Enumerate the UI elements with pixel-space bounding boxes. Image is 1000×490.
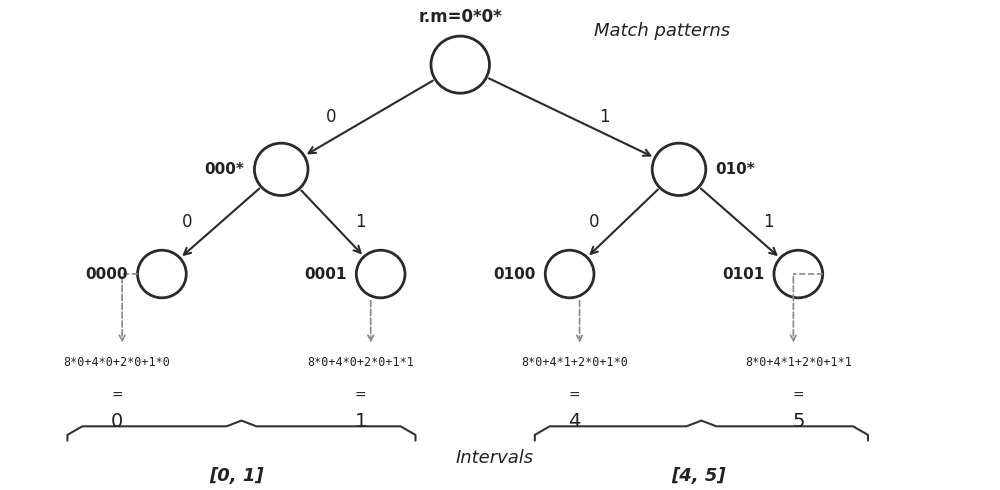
Text: 8*0+4*0+2*0+1*1: 8*0+4*0+2*0+1*1 <box>307 356 414 368</box>
Text: [4, 5]: [4, 5] <box>672 467 726 485</box>
Text: 0: 0 <box>182 213 192 231</box>
Text: 5: 5 <box>792 412 805 431</box>
Text: r.m=0*0*: r.m=0*0* <box>418 8 502 25</box>
Ellipse shape <box>138 250 186 298</box>
Text: 000*: 000* <box>205 162 244 177</box>
Text: 1: 1 <box>355 412 367 431</box>
Text: 1: 1 <box>599 108 610 126</box>
Text: =: = <box>793 389 804 402</box>
Text: 0101: 0101 <box>722 267 764 282</box>
Text: 0: 0 <box>326 108 336 126</box>
Text: 1: 1 <box>355 213 366 231</box>
Text: 8*0+4*0+2*0+1*0: 8*0+4*0+2*0+1*0 <box>64 356 171 368</box>
Text: 0100: 0100 <box>493 267 535 282</box>
Text: 8*0+4*1+2*0+1*1: 8*0+4*1+2*0+1*1 <box>745 356 852 368</box>
Ellipse shape <box>545 250 594 298</box>
Text: =: = <box>355 389 367 402</box>
Ellipse shape <box>774 250 823 298</box>
Text: 0000: 0000 <box>85 267 128 282</box>
Ellipse shape <box>652 143 706 196</box>
Text: 1: 1 <box>763 213 774 231</box>
Ellipse shape <box>356 250 405 298</box>
Text: =: = <box>111 389 123 402</box>
Text: 0001: 0001 <box>304 267 346 282</box>
Text: 010*: 010* <box>716 162 755 177</box>
Text: 0: 0 <box>589 213 600 231</box>
Text: 0: 0 <box>111 412 123 431</box>
Text: 4: 4 <box>568 412 581 431</box>
Text: 8*0+4*1+2*0+1*0: 8*0+4*1+2*0+1*0 <box>521 356 628 368</box>
Ellipse shape <box>254 143 308 196</box>
Text: Match patterns: Match patterns <box>594 23 731 40</box>
Text: [0, 1]: [0, 1] <box>209 467 264 485</box>
Ellipse shape <box>431 36 489 93</box>
Text: Intervals: Intervals <box>456 449 534 467</box>
Text: =: = <box>569 389 580 402</box>
